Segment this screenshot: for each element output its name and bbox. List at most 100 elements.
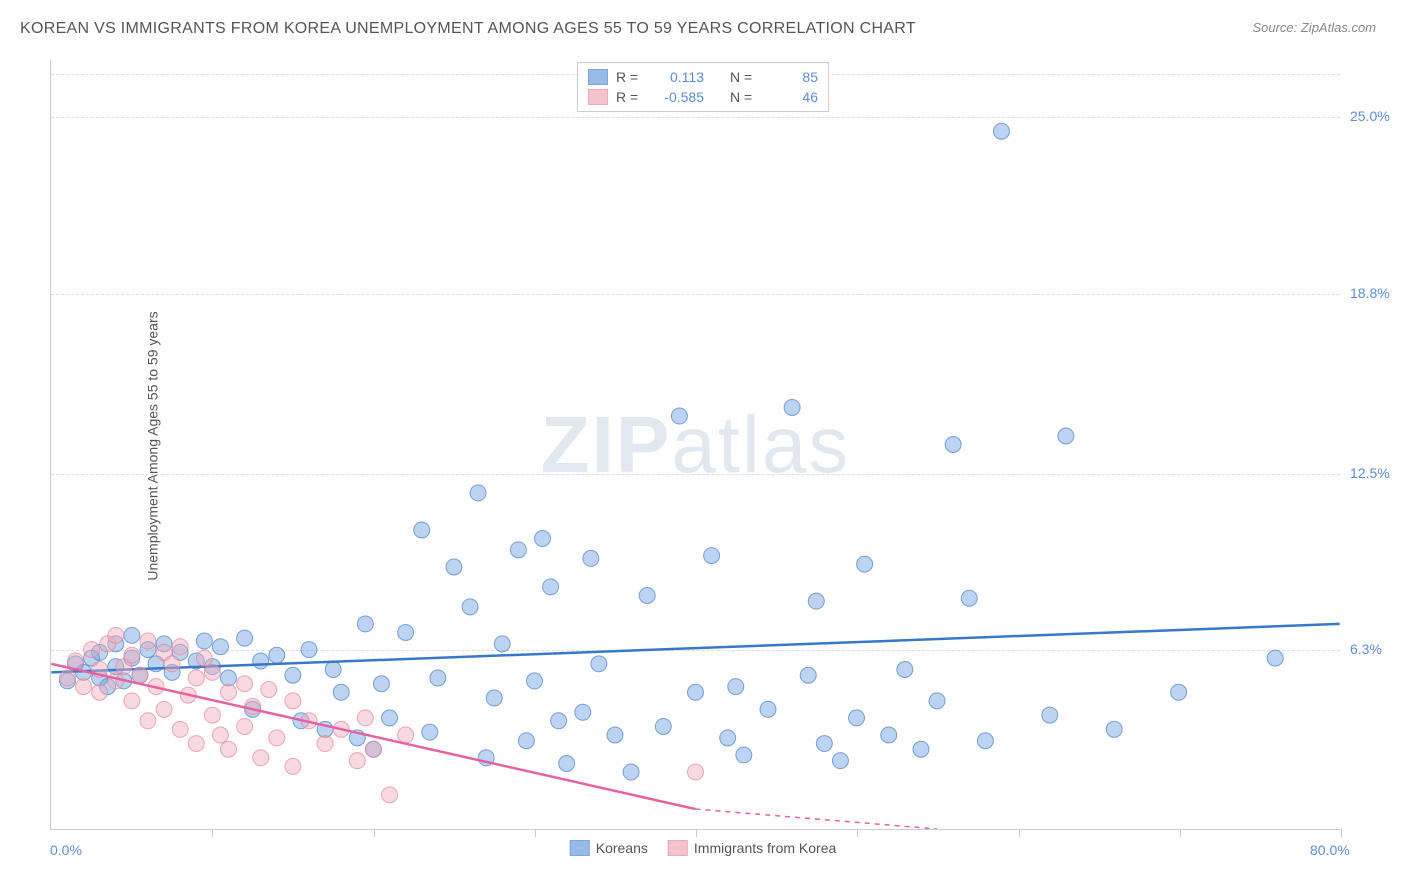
data-point <box>140 713 156 729</box>
data-point <box>462 599 478 615</box>
data-point <box>688 684 704 700</box>
data-point <box>551 713 567 729</box>
data-point <box>543 579 559 595</box>
data-point <box>237 630 253 646</box>
data-point <box>365 741 381 757</box>
data-point <box>253 653 269 669</box>
data-point <box>849 710 865 726</box>
legend-swatch <box>570 840 590 856</box>
data-point <box>124 627 140 643</box>
trend-line-extrapolated <box>696 809 938 829</box>
legend-item: Koreans <box>570 840 648 856</box>
data-point <box>188 670 204 686</box>
data-point <box>897 662 913 678</box>
legend-swatch <box>668 840 688 856</box>
x-tick <box>212 829 213 837</box>
data-point <box>518 733 534 749</box>
data-point <box>1058 428 1074 444</box>
data-point <box>172 639 188 655</box>
data-point <box>1042 707 1058 723</box>
data-point <box>736 747 752 763</box>
data-point <box>422 724 438 740</box>
data-point <box>325 662 341 678</box>
data-point <box>446 559 462 575</box>
legend-item: Immigrants from Korea <box>668 840 836 856</box>
data-point <box>760 701 776 717</box>
data-point <box>784 399 800 415</box>
data-point <box>510 542 526 558</box>
data-point <box>357 616 373 632</box>
y-axis-value: 12.5% <box>1350 465 1390 481</box>
y-axis-value: 6.3% <box>1350 641 1382 657</box>
data-point <box>212 639 228 655</box>
data-point <box>382 787 398 803</box>
data-point <box>285 667 301 683</box>
data-point <box>671 408 687 424</box>
data-point <box>535 530 551 546</box>
data-point <box>108 627 124 643</box>
data-point <box>526 673 542 689</box>
legend-stat-row: R =0.113N =85 <box>588 67 818 87</box>
data-point <box>188 736 204 752</box>
n-label: N = <box>730 69 758 85</box>
series-legend: Koreans Immigrants from Korea <box>570 840 837 856</box>
data-point <box>220 684 236 700</box>
source-attribution: Source: ZipAtlas.com <box>1252 20 1376 35</box>
x-tick <box>1341 829 1342 837</box>
data-point <box>373 676 389 692</box>
x-axis-value: 0.0% <box>50 842 82 858</box>
data-point <box>728 679 744 695</box>
r-label: R = <box>616 89 644 105</box>
data-point <box>76 679 92 695</box>
legend-swatch <box>588 69 608 85</box>
x-tick <box>374 829 375 837</box>
data-point <box>655 718 671 734</box>
data-point <box>881 727 897 743</box>
data-point <box>196 650 212 666</box>
data-point <box>220 670 236 686</box>
data-point <box>92 684 108 700</box>
data-point <box>575 704 591 720</box>
data-point <box>132 667 148 683</box>
data-point <box>269 647 285 663</box>
data-point <box>261 681 277 697</box>
r-value: -0.585 <box>652 89 704 105</box>
data-point <box>961 590 977 606</box>
data-point <box>857 556 873 572</box>
x-tick <box>857 829 858 837</box>
n-label: N = <box>730 89 758 105</box>
data-point <box>269 730 285 746</box>
plot-area: ZIPatlas <box>50 60 1340 830</box>
data-point <box>1106 721 1122 737</box>
data-point <box>639 587 655 603</box>
data-point <box>800 667 816 683</box>
legend-stat-row: R =-0.585N =46 <box>588 87 818 107</box>
data-point <box>832 753 848 769</box>
data-point <box>1171 684 1187 700</box>
data-point <box>245 699 261 715</box>
data-point <box>486 690 502 706</box>
data-point <box>164 656 180 672</box>
data-point <box>993 123 1009 139</box>
data-point <box>172 721 188 737</box>
data-point <box>583 550 599 566</box>
data-point <box>382 710 398 726</box>
data-point <box>285 758 301 774</box>
data-point <box>301 642 317 658</box>
data-point <box>204 707 220 723</box>
y-axis-value: 18.8% <box>1350 285 1390 301</box>
y-axis-value: 25.0% <box>1350 108 1390 124</box>
data-point <box>357 710 373 726</box>
data-point <box>720 730 736 746</box>
data-point <box>688 764 704 780</box>
data-point <box>430 670 446 686</box>
data-point <box>607 727 623 743</box>
data-point <box>220 741 236 757</box>
data-point <box>398 624 414 640</box>
legend-label: Koreans <box>596 840 648 856</box>
data-point <box>140 633 156 649</box>
data-point <box>591 656 607 672</box>
data-point <box>913 741 929 757</box>
data-point <box>68 653 84 669</box>
data-point <box>349 753 365 769</box>
